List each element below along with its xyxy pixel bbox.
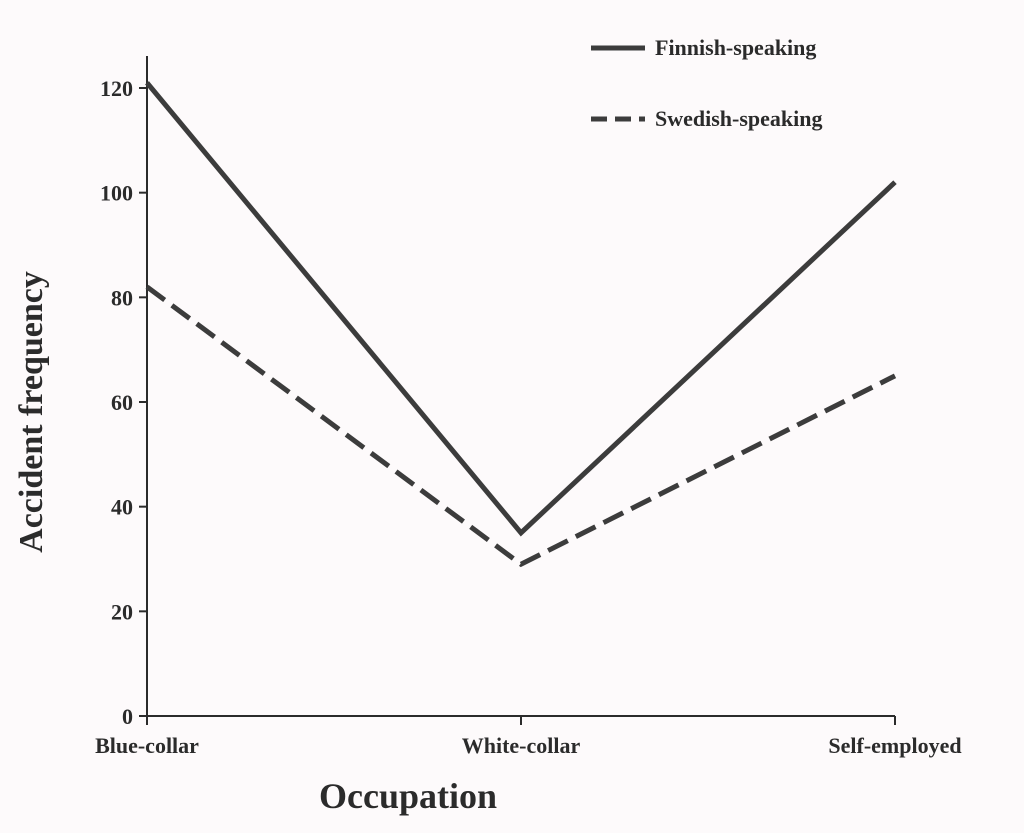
legend: Finnish-speaking Swedish-speaking (591, 35, 823, 131)
x-axis-title: Occupation (319, 776, 497, 816)
legend-label: Swedish-speaking (655, 106, 823, 131)
series-line-finnish-speaking (145, 81, 897, 537)
y-tick-label: 120 (100, 76, 133, 101)
series-layer (145, 81, 897, 568)
axes: 0 20 40 60 80 100 120 Blue-collar White-collar Se… (95, 56, 962, 758)
y-tick-label: 40 (111, 495, 133, 520)
y-tick-label: 0 (122, 704, 133, 729)
x-tick-label: Blue-collar (95, 733, 199, 758)
y-tick-label: 20 (111, 599, 133, 624)
y-tick-label: 80 (111, 285, 133, 310)
x-tick-label: Self-employed (828, 733, 961, 758)
x-tick-label: White-collar (462, 733, 581, 758)
y-tick-label: 100 (100, 181, 133, 206)
series-line-swedish-speaking (145, 284, 897, 568)
legend-label: Finnish-speaking (655, 35, 816, 60)
y-axis-title: Accident frequency (13, 271, 50, 553)
y-tick-label: 60 (111, 390, 133, 415)
